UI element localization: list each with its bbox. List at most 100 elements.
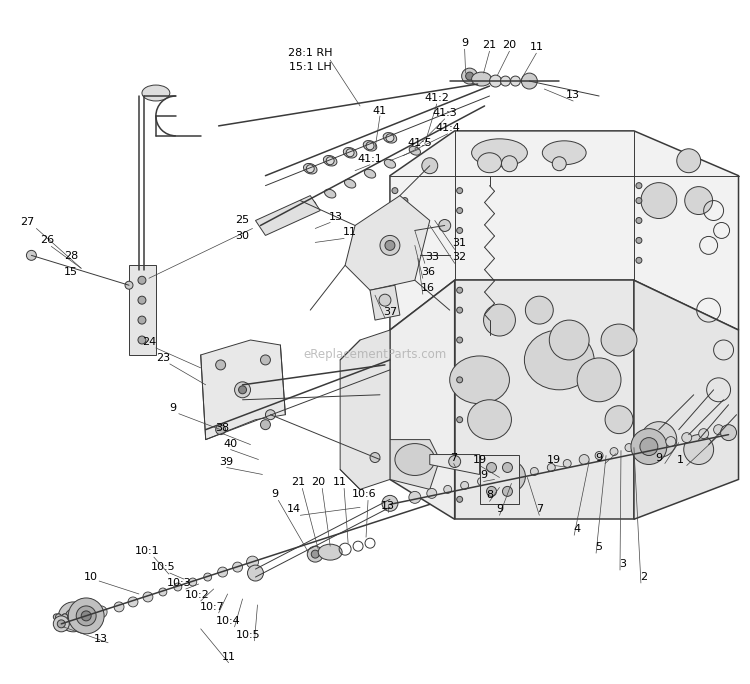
Text: 3: 3: [620, 559, 626, 569]
Text: 21: 21: [291, 477, 305, 488]
Text: 10:5: 10:5: [236, 630, 261, 640]
Ellipse shape: [304, 163, 317, 174]
Circle shape: [641, 183, 676, 218]
Polygon shape: [390, 440, 439, 489]
Circle shape: [204, 573, 212, 581]
Circle shape: [189, 578, 196, 586]
Circle shape: [490, 75, 502, 87]
Polygon shape: [201, 340, 285, 440]
Text: 21: 21: [482, 40, 496, 50]
Text: 10:6: 10:6: [352, 489, 376, 499]
Text: 13: 13: [329, 211, 344, 222]
Circle shape: [636, 218, 642, 224]
Circle shape: [548, 464, 555, 471]
Text: 39: 39: [220, 456, 234, 466]
Text: 19: 19: [472, 455, 487, 464]
Circle shape: [457, 417, 463, 423]
Circle shape: [427, 488, 436, 499]
Circle shape: [457, 337, 463, 343]
Circle shape: [216, 425, 226, 434]
Circle shape: [326, 157, 334, 165]
Text: 27: 27: [20, 218, 34, 228]
Circle shape: [552, 157, 566, 171]
Circle shape: [159, 588, 166, 596]
Text: 38: 38: [215, 423, 229, 433]
Text: 33: 33: [424, 252, 439, 263]
Circle shape: [76, 606, 96, 626]
Circle shape: [143, 592, 153, 602]
Text: 11: 11: [343, 228, 357, 237]
Text: 9: 9: [480, 471, 487, 480]
Circle shape: [308, 546, 323, 562]
Circle shape: [128, 597, 138, 607]
Circle shape: [685, 187, 712, 215]
Circle shape: [549, 320, 590, 360]
Circle shape: [478, 477, 485, 486]
Circle shape: [595, 451, 603, 460]
Text: 10:1: 10:1: [134, 546, 159, 556]
Circle shape: [457, 377, 463, 383]
Polygon shape: [479, 455, 520, 504]
Circle shape: [457, 207, 463, 213]
Circle shape: [487, 486, 496, 497]
Circle shape: [563, 460, 572, 467]
Circle shape: [682, 433, 692, 443]
Circle shape: [636, 183, 642, 189]
Ellipse shape: [450, 356, 509, 404]
Polygon shape: [256, 196, 320, 235]
Polygon shape: [634, 280, 739, 519]
Circle shape: [53, 616, 69, 632]
Text: 40: 40: [224, 438, 238, 449]
Ellipse shape: [472, 139, 527, 167]
Text: 41: 41: [373, 106, 387, 116]
Circle shape: [62, 614, 68, 620]
Text: 41:2: 41:2: [424, 93, 449, 103]
Text: 41:1: 41:1: [358, 154, 382, 163]
Circle shape: [56, 614, 62, 620]
Text: 4: 4: [574, 524, 580, 534]
Polygon shape: [454, 280, 634, 519]
Circle shape: [457, 456, 463, 462]
Circle shape: [641, 421, 676, 458]
Text: 26: 26: [40, 235, 55, 246]
Circle shape: [56, 614, 62, 620]
Text: 7: 7: [536, 504, 543, 514]
Circle shape: [409, 491, 421, 503]
Circle shape: [713, 425, 724, 434]
Ellipse shape: [363, 140, 376, 151]
Circle shape: [699, 429, 709, 438]
Circle shape: [138, 336, 146, 344]
Circle shape: [502, 469, 518, 484]
Circle shape: [216, 360, 226, 370]
Ellipse shape: [323, 155, 337, 166]
Text: 10:3: 10:3: [166, 578, 191, 588]
Circle shape: [380, 235, 400, 255]
Circle shape: [174, 583, 182, 591]
Circle shape: [53, 614, 59, 620]
Circle shape: [439, 220, 451, 231]
Ellipse shape: [364, 169, 376, 178]
Circle shape: [366, 142, 374, 150]
Text: 8: 8: [486, 490, 493, 501]
Circle shape: [684, 434, 713, 464]
Circle shape: [311, 550, 320, 558]
Circle shape: [57, 620, 65, 628]
Circle shape: [238, 386, 247, 394]
Circle shape: [487, 462, 496, 473]
Circle shape: [526, 296, 554, 324]
Circle shape: [579, 455, 590, 464]
Ellipse shape: [383, 133, 397, 143]
Text: 41:5: 41:5: [407, 137, 432, 148]
Circle shape: [460, 482, 469, 489]
Circle shape: [406, 207, 412, 213]
Text: 15: 15: [64, 267, 78, 277]
Text: 28: 28: [64, 251, 78, 261]
Circle shape: [79, 614, 85, 620]
Text: 9: 9: [656, 453, 662, 462]
Circle shape: [217, 567, 227, 577]
Circle shape: [457, 187, 463, 194]
Circle shape: [26, 250, 37, 261]
Ellipse shape: [601, 324, 637, 356]
Text: 9: 9: [461, 38, 468, 48]
Circle shape: [232, 562, 242, 572]
